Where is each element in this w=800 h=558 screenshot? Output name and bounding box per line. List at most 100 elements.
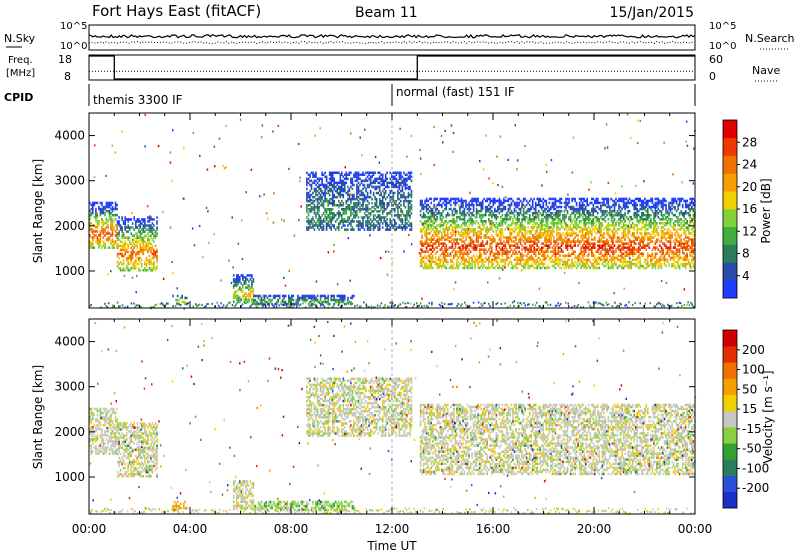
echo-cell	[253, 288, 255, 291]
echo-cell	[458, 216, 460, 219]
echo-cell	[573, 238, 575, 241]
echo-cell	[135, 259, 137, 262]
echo-cell	[115, 202, 117, 205]
echo-cell	[617, 220, 619, 223]
echo-cell	[591, 242, 593, 245]
echo-cell	[476, 220, 478, 223]
echo-cell	[132, 226, 134, 229]
echo-cell	[147, 259, 149, 262]
echo-cell	[430, 253, 432, 256]
echo-cell	[579, 202, 581, 205]
echo-cell	[115, 234, 117, 237]
echo-cell	[432, 220, 434, 223]
echo-cell	[116, 208, 118, 211]
echo-cell	[355, 180, 357, 183]
echo-cell	[383, 180, 385, 183]
echo-cell	[110, 202, 112, 205]
echo-cell	[540, 220, 542, 223]
echo-cell	[446, 238, 448, 241]
echo-cell	[462, 200, 464, 203]
echo-cell	[505, 200, 507, 203]
echo-cell	[564, 234, 566, 237]
echo-cell	[614, 224, 616, 227]
echo-cell	[141, 259, 143, 262]
echo-cell	[485, 261, 487, 264]
echo-cell	[624, 265, 626, 268]
echo-cell	[152, 239, 154, 242]
echo-cell	[506, 200, 508, 203]
echo-cell	[626, 198, 628, 201]
echo-cell	[641, 226, 643, 229]
echo-cell	[156, 226, 158, 229]
echo-cell	[600, 238, 602, 241]
echo-cell	[335, 186, 337, 189]
echo-cell	[424, 230, 426, 233]
echo-cell	[343, 188, 345, 191]
echo-cell	[605, 210, 607, 213]
echo-cell	[535, 267, 537, 270]
echo-cell	[121, 245, 123, 248]
echo-cell	[597, 228, 599, 231]
echo-cell	[383, 192, 385, 195]
echo-cell	[562, 232, 564, 235]
echo-cell	[130, 251, 132, 254]
echo-cell	[447, 261, 449, 264]
echo-cell	[364, 184, 366, 187]
echo-cell	[141, 228, 143, 231]
echo-cell	[126, 243, 128, 246]
echo-cell	[244, 280, 246, 283]
echo-cell	[606, 263, 608, 266]
echo-cell	[586, 198, 588, 201]
echo-cell	[644, 214, 646, 217]
echo-cell	[317, 186, 319, 189]
echo-cell	[456, 198, 458, 201]
echo-cell	[359, 194, 361, 197]
echo-cell	[574, 232, 576, 235]
echo-cell	[306, 178, 308, 181]
echo-cell	[338, 192, 340, 195]
echo-cell	[92, 228, 94, 231]
echo-region	[89, 202, 118, 249]
echo-cell	[452, 210, 454, 213]
echo-cell	[571, 259, 573, 262]
echo-cell	[353, 295, 355, 298]
echo-cell	[452, 259, 454, 262]
echo-cell	[350, 172, 352, 175]
echo-cell	[518, 202, 520, 205]
echo-cell	[364, 212, 366, 215]
echo-cell	[317, 224, 319, 227]
echo-cell	[573, 224, 575, 227]
echo-cell	[95, 240, 97, 243]
echo-cell	[506, 212, 508, 215]
echo-cell	[247, 274, 249, 277]
echo-cell	[497, 251, 499, 254]
echo-cell	[496, 200, 498, 203]
echo-cell	[493, 222, 495, 225]
echo-cell	[365, 172, 367, 175]
echo-cell	[361, 198, 363, 201]
echo-cell	[393, 192, 395, 195]
echo-cell	[511, 267, 513, 270]
echo-cell	[411, 190, 413, 193]
echo-cell	[538, 210, 540, 213]
echo-cell	[605, 240, 607, 243]
echo-cell	[536, 259, 538, 262]
echo-cell	[370, 196, 372, 199]
echo-cell	[327, 200, 329, 203]
echo-cell	[521, 244, 523, 247]
echo-cell	[535, 236, 537, 239]
echo-cell	[573, 244, 575, 247]
echo-cell	[379, 198, 381, 201]
echo-cell	[380, 192, 382, 195]
echo-cell	[517, 198, 519, 201]
echo-cell	[590, 218, 592, 221]
echo-cell	[302, 295, 304, 298]
echo-cell	[315, 184, 317, 187]
echo-cell	[591, 214, 593, 217]
echo-cell	[153, 249, 155, 252]
echo-cell	[620, 238, 622, 241]
echo-cell	[344, 295, 346, 298]
echo-cell	[629, 220, 631, 223]
echo-cell	[517, 242, 519, 245]
echo-cell	[323, 212, 325, 215]
